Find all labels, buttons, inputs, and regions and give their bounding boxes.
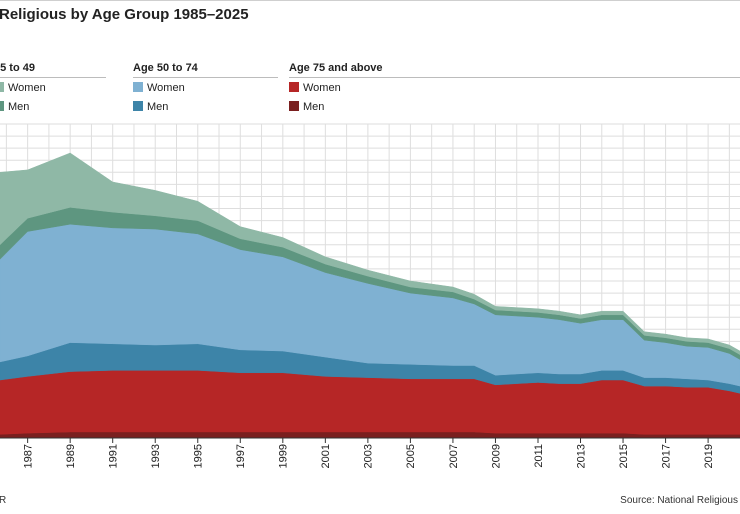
x-tick-label: 2005: [405, 444, 417, 468]
legend-swatch: [133, 82, 143, 92]
x-tick-label: 2019: [703, 444, 715, 468]
legend-swatch: [0, 101, 4, 111]
legend-group-title: Age 50 to 74: [133, 62, 278, 78]
legend-item-50-74-men: Men: [133, 99, 278, 116]
legend-group-title: Age 75 and above: [289, 62, 740, 78]
x-tick-label: 2003: [363, 444, 375, 468]
x-tick-label: 2001: [320, 444, 332, 468]
x-tick-label: 2009: [490, 444, 502, 468]
legend-swatch: [0, 82, 4, 92]
x-tick-label: 2011: [533, 444, 545, 468]
x-tick-label: 1989: [65, 444, 77, 468]
legend-item-25-49-men: Men: [0, 99, 106, 116]
x-tick-label: 1993: [150, 444, 162, 468]
area-series: [0, 152, 740, 439]
legend-item-label: Men: [303, 101, 325, 113]
legend-swatch: [289, 82, 299, 92]
legend-item-label: Men: [147, 101, 169, 113]
legend-item-label: Women: [8, 82, 46, 94]
area-25-to-49-women: [0, 152, 740, 355]
footer-left: R: [0, 495, 7, 506]
legend-swatch: [289, 101, 299, 111]
legend-group-75-above: Age 75 and above Women Men: [289, 62, 740, 116]
x-tick-label: 2007: [448, 444, 460, 468]
x-axis: 1987 1989 1991 1993 1995 1997 1999 2001 2003 2005…: [0, 437, 740, 468]
x-tick-label: 2017: [660, 444, 672, 468]
legend-group-title: 25 to 49: [0, 62, 106, 78]
legend-item-label: Women: [147, 82, 185, 94]
x-tick-label: 1987: [22, 444, 34, 468]
x-tick-label: 1997: [235, 444, 247, 468]
legend-item-label: Men: [8, 101, 30, 113]
chart-title: Religious by Age Group 1985–2025: [0, 6, 249, 23]
top-rule: [0, 0, 740, 1]
x-tick-label: 1991: [108, 444, 120, 468]
legend-swatch: [133, 101, 143, 111]
x-tick-label: 1995: [193, 444, 205, 468]
legend-item-75-above-women: Women: [289, 80, 740, 97]
legend-group-50-74: Age 50 to 74 Women Men: [133, 62, 278, 116]
footer-source: Source: National Religious: [620, 495, 738, 506]
legend-item-75-above-men: Men: [289, 99, 740, 116]
legend-item-50-74-women: Women: [133, 80, 278, 97]
x-tick-label: 2013: [575, 444, 587, 468]
x-tick-label: 1999: [278, 444, 290, 468]
legend-item-label: Women: [303, 82, 341, 94]
legend-group-25-49: 25 to 49 Women Men: [0, 62, 106, 116]
legend-item-25-49-women: Women: [0, 80, 106, 97]
x-tick-label: 2015: [618, 444, 630, 468]
stacked-area-chart: 1987 1989 1991 1993 1995 1997 1999 2001 2003 2005…: [0, 123, 740, 468]
